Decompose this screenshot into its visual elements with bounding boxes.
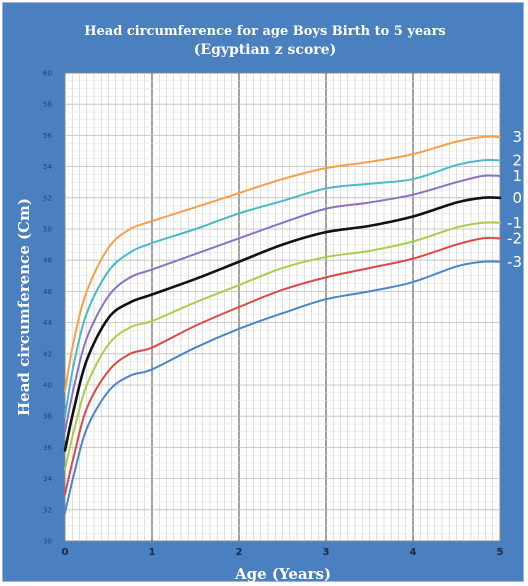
y-tick-label: 44 xyxy=(43,319,52,327)
y-axis-label: Head circumference (Cm) xyxy=(15,198,33,416)
y-tick-label: 40 xyxy=(43,382,52,390)
y-tick-label: 32 xyxy=(43,506,52,514)
x-tick-label: 3 xyxy=(323,547,330,558)
y-tick-label: 36 xyxy=(43,444,52,452)
y-tick-label: 54 xyxy=(43,163,52,171)
grid xyxy=(65,73,500,541)
series-line-z3 xyxy=(64,135,501,393)
x-tick-label: 0 xyxy=(62,547,69,558)
y-tick-label: 58 xyxy=(43,101,52,109)
series-line-z-1 xyxy=(64,221,501,471)
series-label-z0: 0 xyxy=(512,189,522,207)
series-labels: 3 21 0 -1-2 -3 xyxy=(507,128,522,271)
series-label-z3: 3 xyxy=(512,128,522,146)
series-line-z-3 xyxy=(64,260,501,514)
series-label-z1: 1 xyxy=(512,167,522,185)
series-label-z2: 2 xyxy=(512,151,522,169)
series-label-z-2: -2 xyxy=(507,229,522,247)
y-tick-label: 42 xyxy=(43,350,52,358)
x-tick-label: 4 xyxy=(410,547,417,558)
y-tick-label: 38 xyxy=(43,413,52,421)
x-tick-label: 5 xyxy=(497,547,504,558)
y-tick-label: 52 xyxy=(43,194,52,202)
series-line-z-2 xyxy=(64,236,501,496)
y-tick-label: 46 xyxy=(43,288,52,296)
chart-title: Head circumference for age Boys Birth to… xyxy=(84,24,446,39)
series-lines xyxy=(63,135,502,514)
chart-svg: Head circumference for age Boys Birth to… xyxy=(15,24,522,583)
x-tick-label: 2 xyxy=(236,547,243,558)
y-tick-label: 50 xyxy=(43,226,52,234)
series-line-z1 xyxy=(64,174,501,433)
series-line-z2 xyxy=(64,159,501,418)
y-tick-label: 48 xyxy=(43,257,52,265)
chart-subtitle: (Egyptian z score) xyxy=(194,42,336,58)
series-label-z-3: -3 xyxy=(507,253,522,271)
series-line-z0 xyxy=(63,196,502,452)
series-label-z-1: -1 xyxy=(507,214,522,232)
x-axis-label: Age (Years) xyxy=(234,565,331,583)
y-tick-label: 30 xyxy=(43,538,52,546)
y-tick-label: 60 xyxy=(43,70,52,78)
x-tick-label: 1 xyxy=(149,547,156,558)
y-tick-label: 56 xyxy=(43,132,52,140)
y-tick-label: 34 xyxy=(43,475,52,483)
